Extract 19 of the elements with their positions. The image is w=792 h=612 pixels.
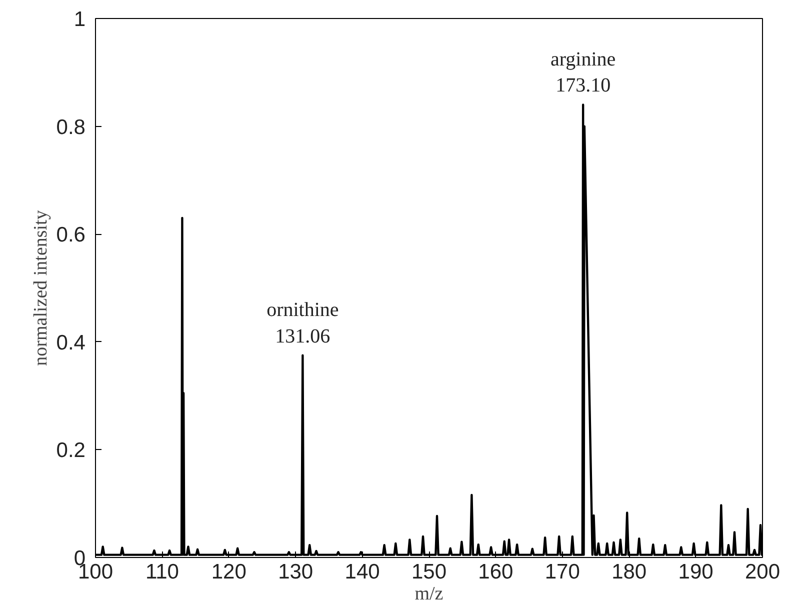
x-tick-label: 200 (744, 560, 780, 584)
x-tick-label: 180 (612, 560, 647, 584)
x-tick-label: 130 (278, 560, 314, 584)
annotation: ornithine 131.06 (266, 298, 339, 348)
y-tick-label: 0.8 (56, 116, 86, 139)
x-tick-label: 140 (344, 560, 380, 584)
y-tick-label: 1 (74, 8, 86, 31)
annotation: arginine 173.10 (550, 48, 616, 97)
x-tick-label: 150 (411, 560, 447, 584)
y-tick-label: 0.4 (56, 331, 86, 354)
y-tick-label: 0.2 (56, 439, 86, 462)
x-tick-label: 120 (211, 560, 246, 584)
x-tick-label: 110 (145, 560, 179, 584)
y-axis-title: normalized intensity (30, 210, 52, 366)
x-tick-label: 190 (678, 560, 714, 584)
x-tick-label: 170 (544, 560, 580, 584)
y-tick-label: 0.6 (56, 224, 86, 247)
x-tick-label: 160 (478, 560, 514, 584)
x-axis-title: m/z (414, 584, 444, 604)
